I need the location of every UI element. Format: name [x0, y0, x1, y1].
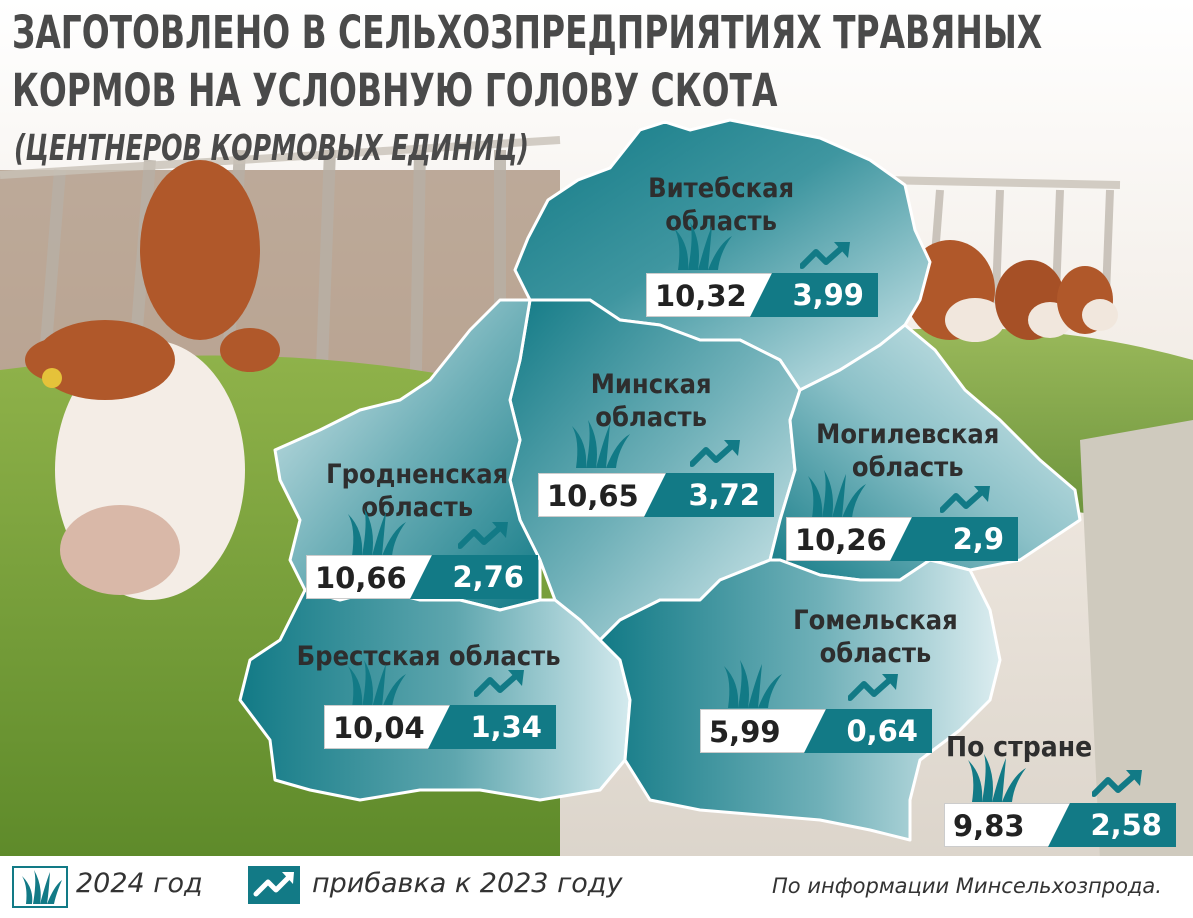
legend-grass-swatch — [12, 866, 68, 908]
region-name-vitebsk: Витебская область — [648, 173, 795, 237]
value-box-vitebsk: 10,32 3,99 — [646, 273, 878, 317]
region-name-minsk: Минская область — [590, 369, 712, 433]
grass-icon — [348, 660, 406, 708]
trend-up-icon — [848, 674, 898, 701]
region-brest — [238, 588, 632, 802]
trend-up-icon — [458, 522, 508, 549]
value-2024: 9,83 — [944, 803, 1072, 847]
grass-icon — [572, 420, 630, 468]
value-increase: 3,72 — [644, 473, 774, 517]
grass-icon — [674, 222, 732, 270]
grass-icon — [348, 508, 406, 556]
value-2024: 5,99 — [700, 709, 828, 753]
value-increase: 1,34 — [428, 705, 556, 749]
region-name-gomel: Гомельская область — [793, 605, 958, 669]
cow-illustration — [25, 160, 280, 600]
grass-icon — [808, 470, 866, 518]
title-line-1: ЗАГОТОВЛЕНО В СЕЛЬХОЗПРЕДПРИЯТИЯХ ТРАВЯН… — [12, 6, 1043, 59]
region-name-mogilev: Могилевская область — [816, 419, 1000, 483]
title-line-2: КОРМОВ НА УСЛОВНУЮ ГОЛОВУ СКОТА — [12, 64, 778, 117]
source-note: По информации Минсельхозпрода. — [772, 874, 1162, 898]
country-label: По стране — [946, 730, 1093, 763]
value-increase: 0,64 — [804, 709, 932, 753]
trend-up-icon — [690, 440, 740, 467]
value-increase: 2,76 — [410, 555, 538, 599]
value-2024: 10,66 — [306, 555, 434, 599]
value-increase: 2,58 — [1048, 803, 1176, 847]
value-box-gomel: 5,99 0,64 — [700, 709, 932, 753]
value-2024: 10,26 — [786, 517, 914, 561]
grass-icon — [22, 870, 62, 904]
trend-up-icon — [253, 872, 294, 897]
grass-icon — [968, 754, 1026, 802]
value-box-brest: 10,04 1,34 — [324, 705, 556, 749]
grass-icon — [724, 660, 782, 708]
region-gomel — [598, 558, 1002, 842]
value-box-minsk: 10,65 3,72 — [538, 473, 774, 517]
value-box-mogilev: 10,26 2,9 — [786, 517, 1018, 561]
region-name-grodno: Гродненская область — [326, 459, 509, 523]
legend-grass-label: 2024 год — [76, 868, 203, 899]
value-box-country: 9,83 2,58 — [944, 803, 1176, 847]
value-2024: 10,65 — [538, 473, 668, 517]
value-box-grodno: 10,66 2,76 — [306, 555, 538, 599]
value-increase: 3,99 — [750, 273, 878, 317]
subtitle: (ЦЕНТНЕРОВ КОРМОВЫХ ЕДИНИЦ) — [14, 128, 529, 169]
legend-arrow-label: прибавка к 2023 году — [312, 868, 623, 899]
trend-up-icon — [800, 242, 850, 269]
trend-up-icon — [940, 486, 990, 513]
value-2024: 10,32 — [646, 273, 774, 317]
cows-right — [905, 240, 1118, 342]
legend-arrow-swatch — [248, 866, 300, 904]
trend-up-icon — [474, 670, 524, 697]
trend-up-icon — [1092, 770, 1142, 797]
value-increase: 2,9 — [890, 517, 1018, 561]
region-name-brest: Брестская область — [296, 641, 561, 672]
footer — [0, 856, 1193, 918]
